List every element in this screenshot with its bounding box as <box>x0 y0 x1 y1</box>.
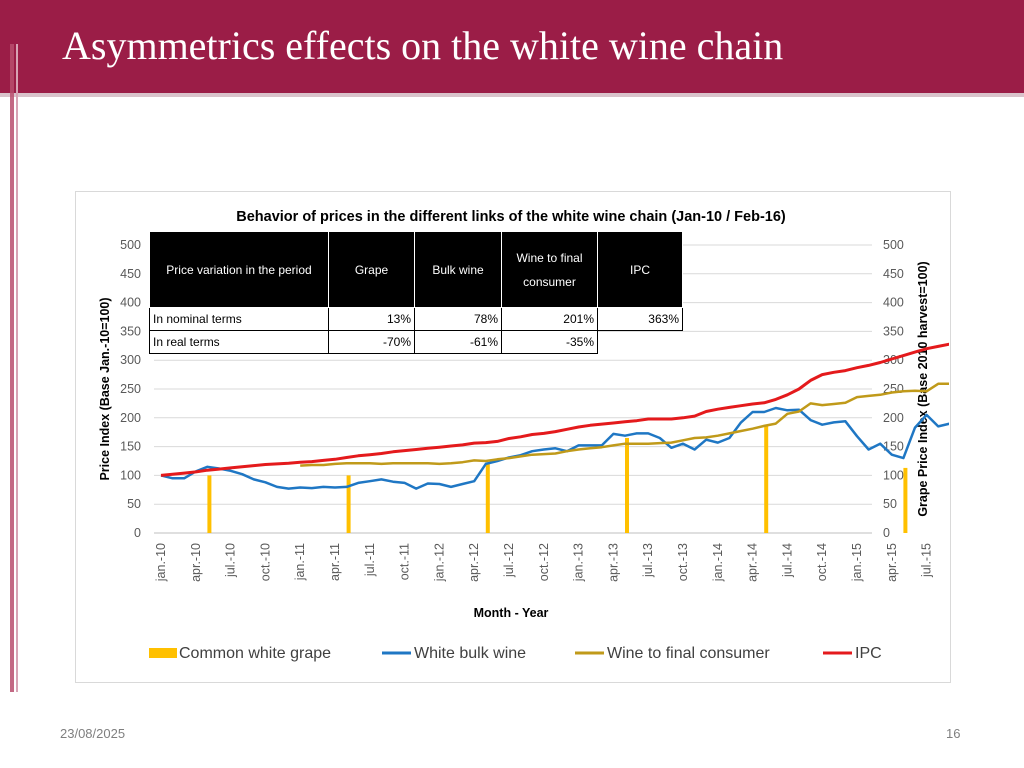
x-tick-label: apr.-15 <box>885 543 899 582</box>
table-cell: 13% <box>328 307 415 331</box>
x-tick-label: jul.-13 <box>641 543 655 578</box>
y-tick-label: 450 <box>120 267 141 281</box>
y2-tick-label: 50 <box>883 497 897 511</box>
table-header: IPC <box>597 231 683 308</box>
y-tick-label: 250 <box>120 382 141 396</box>
table-cell-label: In nominal terms <box>149 307 329 331</box>
grape-bar <box>764 424 769 533</box>
y-tick-label: 100 <box>120 468 141 482</box>
y2-tick-label: 200 <box>883 411 904 425</box>
table-cell-empty <box>598 331 683 354</box>
x-tick-label: jan.-13 <box>572 543 586 582</box>
y2-tick-label: 350 <box>883 324 904 338</box>
table-cell: -70% <box>328 330 415 354</box>
chart-title: Behavior of prices in the different link… <box>236 209 786 225</box>
x-tick-label: oct.-12 <box>537 543 551 581</box>
x-tick-label: jan.-14 <box>711 543 725 582</box>
x-tick-label: apr.-14 <box>746 543 760 582</box>
legend-label: White bulk wine <box>414 645 526 662</box>
x-tick-label: jan.-10 <box>154 543 168 582</box>
header-divider <box>0 93 1024 97</box>
ipc-line <box>160 342 949 477</box>
footer-date: 23/08/2025 <box>60 726 126 741</box>
y2-tick-label: 450 <box>883 267 904 281</box>
table-header: Bulk wine <box>414 231 502 308</box>
table-header: Grape <box>328 231 415 308</box>
x-tick-label: oct.-13 <box>676 543 690 581</box>
y-tick-label: 50 <box>127 497 141 511</box>
slide-title: Asymmetrics effects on the white wine ch… <box>62 23 784 68</box>
legend-label: Common white grape <box>179 645 331 662</box>
table-row: In nominal terms 13% 78% 201% 363% <box>149 307 683 331</box>
grape-bar <box>207 475 212 533</box>
table-cell: 201% <box>501 307 598 331</box>
x-tick-label: jul.-10 <box>224 543 238 578</box>
y-tick-label: 400 <box>120 296 141 310</box>
y-tick-label: 200 <box>120 411 141 425</box>
x-tick-label: oct.-14 <box>815 543 829 581</box>
page-number: 16 <box>946 726 961 741</box>
x-tick-label: jul.-15 <box>920 543 934 578</box>
price-variation-table: Price variation in the period Grape Bulk… <box>149 231 683 354</box>
table-row: In real terms -70% -61% -35% <box>149 330 683 354</box>
decorative-left-bar <box>10 44 14 692</box>
grape-bar <box>903 467 908 533</box>
x-tick-label: oct.-11 <box>398 543 412 580</box>
y2-tick-label: 150 <box>883 440 904 454</box>
grape-bar <box>485 463 490 533</box>
x-tick-label: apr.-12 <box>467 543 481 582</box>
grape-bar <box>346 475 351 533</box>
slide-header <box>0 0 1024 93</box>
x-tick-label: apr.-13 <box>606 543 620 582</box>
y-tick-label: 150 <box>120 440 141 454</box>
legend-swatch-grape <box>149 648 177 658</box>
table-cell: 78% <box>414 307 502 331</box>
x-tick-label: jul.-12 <box>502 543 516 578</box>
y-tick-label: 500 <box>120 238 141 252</box>
y-tick-label: 350 <box>120 324 141 338</box>
bulk-wine-line <box>160 406 949 490</box>
x-tick-label: jan.-15 <box>850 543 864 582</box>
table-header: Wine to final consumer <box>501 231 598 308</box>
table-header-row: Price variation in the period Grape Bulk… <box>149 231 683 308</box>
table-header: Price variation in the period <box>149 231 329 308</box>
y-axis-title: Price Index (Base Jan.-10=100) <box>98 297 112 480</box>
table-cell-label: In real terms <box>149 330 329 354</box>
y-tick-label: 0 <box>134 526 141 540</box>
grape-bar <box>625 437 629 533</box>
y-tick-label: 300 <box>120 353 141 367</box>
table-cell: -35% <box>501 330 598 354</box>
table-cell: 363% <box>597 307 683 331</box>
legend-label: Wine to final consumer <box>607 645 770 662</box>
table-cell: -61% <box>414 330 502 354</box>
x-tick-label: jan.-11 <box>293 543 307 581</box>
x-tick-label: jan.-12 <box>432 543 446 582</box>
x-tick-label: oct.-10 <box>258 543 272 581</box>
y2-tick-label: 400 <box>883 296 904 310</box>
y2-axis-title: Grape Price Index (Base 2010 harvest=100… <box>916 261 930 516</box>
chart-svg: Behavior of prices in the different link… <box>98 209 949 662</box>
x-axis-title: Month - Year <box>474 606 549 620</box>
x-tick-label: apr.-10 <box>189 543 203 582</box>
y2-tick-label: 0 <box>883 526 890 540</box>
x-tick-label: jul.-11 <box>363 543 377 577</box>
decorative-left-bar-thin <box>16 44 18 692</box>
consumer-wine-line <box>300 382 949 467</box>
x-tick-label: jul.-14 <box>780 543 794 578</box>
y2-tick-label: 100 <box>883 468 904 482</box>
x-tick-label: apr.-11 <box>328 543 342 581</box>
y2-tick-label: 500 <box>883 238 904 252</box>
legend-label: IPC <box>855 645 882 662</box>
